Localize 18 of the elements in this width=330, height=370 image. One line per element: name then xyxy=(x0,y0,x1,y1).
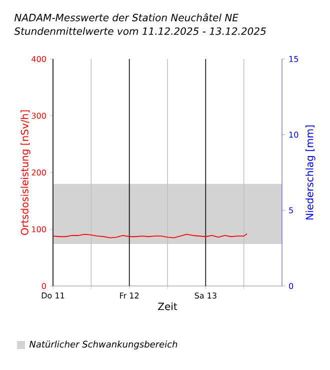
y2-tick-label: 10 xyxy=(289,132,298,138)
chart-subtitle: Stundenmittelwerte vom 11.12.2025 - 13.12.2025 xyxy=(14,27,266,35)
y2-tick-label: 15 xyxy=(289,56,298,62)
x-tick-label: Sa 13 xyxy=(194,292,216,299)
y-tick-label: 200 xyxy=(32,169,46,176)
y-tick-label: 0 xyxy=(42,282,46,290)
y2-axis-title: Niederschlag [mm] xyxy=(306,125,316,220)
x-tick-label: Do 11 xyxy=(42,292,64,298)
chart-title: NADAM-Messwerte der Station Neuchâtel NE xyxy=(14,13,238,22)
y2-tick-label: 5 xyxy=(289,207,293,214)
x-axis-title: Zeit xyxy=(158,302,178,310)
y-axis-title: Ortsdosisleistung [nSv/h] xyxy=(20,110,30,235)
y-tick-label: 400 xyxy=(32,56,46,62)
y-tick-label: 300 xyxy=(32,112,46,119)
x-tick-label: Fr 12 xyxy=(120,292,139,298)
y2-tick-label: 0 xyxy=(289,282,294,290)
legend-label: Natürlicher Schwankungsbereich xyxy=(29,340,178,350)
y-tick-label: 100 xyxy=(32,226,46,232)
